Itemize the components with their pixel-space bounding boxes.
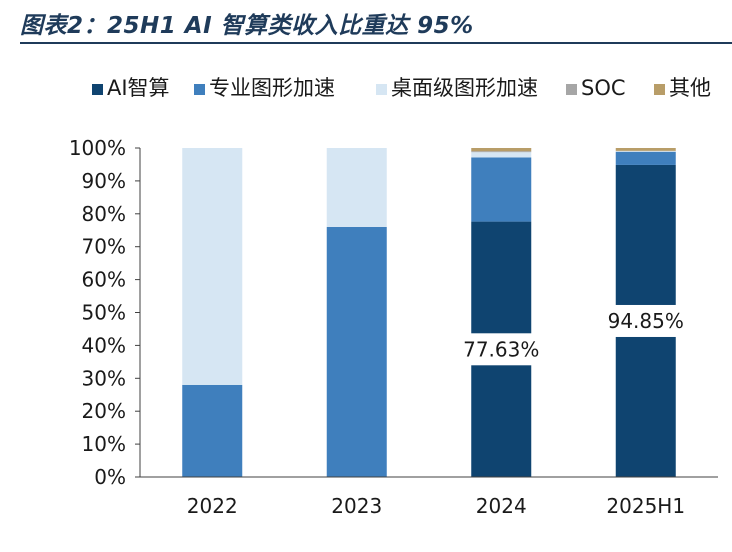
y-tick-label: 60% [82,268,126,292]
legend: AI智算 专业图形加速 桌面级图形加速 SOC 其他 [92,76,711,100]
legend-swatch-2 [194,84,205,95]
y-tick-label: 50% [82,301,126,325]
figure-header: 图表2：25H1 AI 智算类收入比重达 95% [20,0,732,44]
legend-label-2: 专业图形加速 [209,76,335,100]
data-label-2025H1: 94.85% [608,309,684,333]
legend-swatch-1 [92,84,103,95]
y-tick-label: 100% [69,136,126,160]
bar-2022-series-2 [182,385,242,477]
legend-label-1: AI智算 [107,76,170,100]
bar-2024-series-5 [471,148,531,151]
x-tick-label: 2022 [187,494,238,518]
bar-2024-series-4 [471,151,531,152]
y-tick-label: 10% [82,432,126,456]
legend-label-5: 其他 [669,76,711,100]
y-tick-label: 90% [82,169,126,193]
legend-swatch-4 [566,84,577,95]
chart-area: AI智算 专业图形加速 桌面级图形加速 SOC 其他 0% 10% 20% 30% 40% 50%… [0,60,732,548]
legend-label-3: 桌面级图形加速 [391,76,538,100]
figure-title: 图表2：25H1 AI 智算类收入比重达 95% [20,6,474,40]
bar-2023-series-3 [327,148,387,227]
bar-2024-series-3 [471,152,531,157]
legend-label-4: SOC [581,76,626,100]
x-tick-label: 2024 [476,494,527,518]
y-axis: 0% 10% 20% 30% 40% 50% 60% 70% 80% 90% 100% [69,136,140,489]
bar-2023-series-2 [327,227,387,477]
y-tick-label: 20% [82,399,126,423]
x-tick-label: 2025H1 [606,494,685,518]
y-tick-label: 40% [82,333,126,357]
stacked-bar-chart: AI智算 专业图形加速 桌面级图形加速 SOC 其他 0% 10% 20% 30% 40% 50%… [0,60,732,548]
data-label-2024: 77.63% [463,337,539,361]
y-tick-label: 70% [82,235,126,259]
bar-2025H1-series-3 [616,151,676,152]
x-tick-label: 2023 [331,494,382,518]
x-axis: 2022 2023 2024 2025H1 [140,477,718,518]
bar-2025H1-series-2 [616,152,676,165]
legend-swatch-3 [376,84,387,95]
y-tick-label: 80% [82,202,126,226]
bar-2025H1-series-5 [616,148,676,151]
bar-2022-series-3 [182,148,242,385]
y-tick-label: 0% [94,465,126,489]
bar-2024-series-2 [471,157,531,221]
legend-swatch-5 [654,84,665,95]
y-tick-label: 30% [82,366,126,390]
